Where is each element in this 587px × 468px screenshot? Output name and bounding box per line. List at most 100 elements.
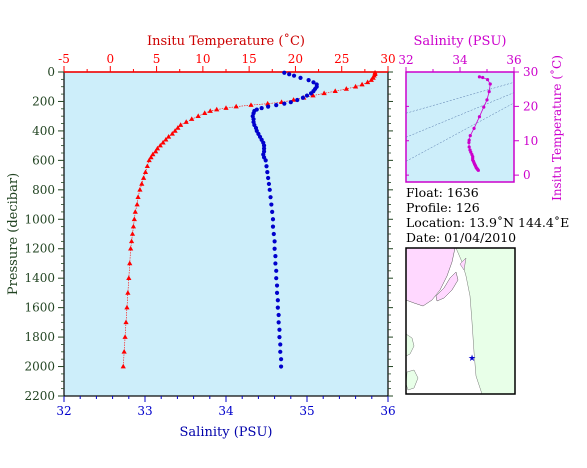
temperature-point [124,304,130,310]
temperature-point [150,151,156,157]
salinity-point [282,70,287,75]
ts-salinity-axis-ticks: 32 34 36 [398,53,522,72]
salinity-point [275,305,280,310]
map-land-north [405,247,456,307]
salinity-point [287,72,292,77]
ts-salinity-tick-label: 32 [398,53,413,67]
location-label: Location: 13.9˚N 144.4˚E [406,215,570,230]
ts-point [488,82,492,86]
temperature-point [223,105,229,110]
temperature-point [310,92,316,98]
temperature-point [141,175,147,180]
temperature-point [169,131,175,136]
salinity-series [250,70,319,369]
ts-point [482,105,486,109]
salinity-point [274,283,280,288]
temperature-point [248,102,254,107]
density-contour-line [405,82,515,114]
ts-point [477,75,482,79]
salinity-point [263,158,268,163]
location-map: ★ [405,247,516,395]
temperature-point [160,139,166,145]
ts-diagram: 32 34 36 0 10 20 30 Salinity (PSU) Insitu Tem… [398,34,564,201]
temperature-point [126,275,132,280]
salinity-point [277,327,282,332]
salinity-point [278,349,283,354]
pressure-tick-label: 600 [32,153,55,167]
map-island [435,271,459,302]
temperature-point [202,110,208,116]
temperature-point [172,128,178,133]
salinity-axis-ticks: 32 33 34 35 36 [56,396,396,418]
temperature-point [129,231,136,236]
salinity-point [278,357,284,362]
pressure-tick-label: 1000 [24,212,55,226]
pressure-axis-label: Pressure (decibar) [6,173,21,295]
temperature-point [233,103,239,109]
pressure-tick-label: 1600 [24,301,55,315]
float-location-marker: ★ [468,354,476,364]
salinity-point [261,146,267,151]
ts-point [476,168,480,172]
salinity-point [261,143,267,148]
salinity-point [275,298,280,303]
ts-temperature-axis-label: Insitu Temperature (˚C) [549,55,564,201]
salinity-point [251,117,256,122]
temperature-point [125,290,131,295]
density-contours [405,82,515,162]
salinity-point [274,276,279,281]
ts-temperature-tick-label: 20 [523,99,538,113]
pressure-tick-label: 0 [47,65,55,79]
salinity-point [264,164,269,169]
temperature-point [134,201,140,207]
temperature-point [178,122,184,127]
temperature-point [122,334,128,339]
salinity-point [270,209,275,215]
salinity-point [304,93,310,98]
temperature-tick-label: 0 [106,52,114,66]
temperature-series [120,69,378,369]
salinity-point [268,195,273,200]
temperature-point [365,79,371,85]
salinity-point [276,320,281,325]
temperature-point [120,363,126,369]
ts-point [472,126,476,130]
salinity-point [270,224,276,229]
pressure-axis-ticks: 0 200 400 600 800 1000 1200 1400 1600 1800 2000 220… [24,65,393,403]
salinity-point [278,342,283,347]
temperature-point [353,83,359,89]
temperature-point [123,319,129,325]
temperature-point [368,77,374,82]
temperature-point [163,136,169,142]
salinity-point [282,101,287,106]
temperature-point [207,108,213,113]
salinity-point [291,73,297,78]
salinity-point [276,312,281,318]
temperature-tick-label: 5 [153,52,161,66]
salinity-point [274,268,279,273]
density-contour-line [405,92,515,138]
salinity-point [272,246,277,251]
ts-salinity-tick-label: 36 [506,53,521,67]
pressure-tick-label: 1400 [24,271,55,285]
ts-point [485,77,490,82]
ts-point [469,150,473,154]
temperature-point [146,157,152,163]
temperature-point [343,86,349,91]
salinity-tick-label: 36 [380,404,395,418]
temperature-point [214,106,220,112]
temperature-point [166,134,172,139]
salinity-point [270,217,276,222]
salinity-point [311,80,316,85]
salinity-point [269,202,274,207]
temperature-tick-label: 25 [334,52,349,66]
float-id-label: Float: 1636 [406,185,479,200]
salinity-point [266,104,271,109]
ts-temperature-tick-label: 0 [523,168,531,182]
ts-temperature-tick-label: 30 [523,65,538,79]
density-contour-line [405,102,515,162]
temperature-tick-label: 10 [195,52,210,66]
temperature-tick-label: -5 [58,52,70,66]
salinity-tick-label: 33 [137,404,152,418]
